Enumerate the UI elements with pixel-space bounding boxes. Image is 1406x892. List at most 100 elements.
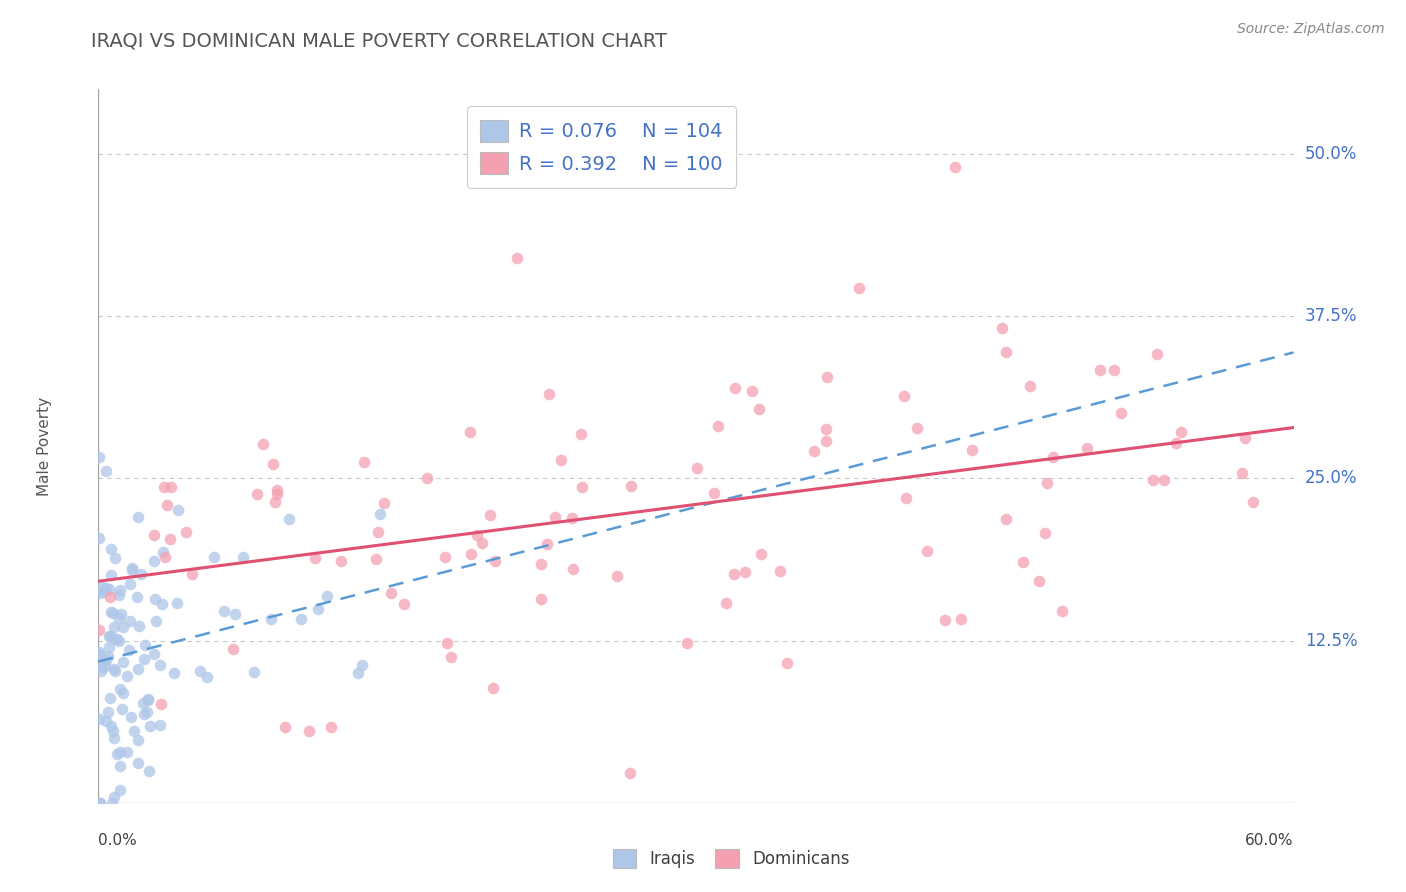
Point bbox=[89, 647, 111, 661]
Point bbox=[101, 796, 124, 810]
Point bbox=[734, 566, 756, 580]
Point bbox=[149, 658, 172, 673]
Point bbox=[1050, 604, 1073, 618]
Point bbox=[94, 714, 117, 728]
Point bbox=[94, 581, 117, 595]
Point bbox=[266, 483, 288, 497]
Point bbox=[943, 160, 966, 174]
Point bbox=[202, 550, 225, 565]
Point bbox=[163, 666, 186, 681]
Point bbox=[962, 443, 984, 458]
Point bbox=[1142, 473, 1164, 487]
Text: 37.5%: 37.5% bbox=[1305, 307, 1357, 326]
Point bbox=[108, 759, 131, 773]
Text: 25.0%: 25.0% bbox=[1305, 469, 1357, 487]
Point bbox=[89, 450, 111, 464]
Point bbox=[152, 545, 174, 559]
Point bbox=[416, 470, 439, 484]
Point bbox=[91, 580, 114, 594]
Point bbox=[815, 422, 838, 436]
Point bbox=[815, 370, 838, 384]
Point bbox=[108, 583, 131, 598]
Point bbox=[266, 487, 288, 501]
Point bbox=[436, 636, 458, 650]
Point bbox=[111, 702, 134, 716]
Point bbox=[222, 641, 245, 656]
Text: 60.0%: 60.0% bbox=[1246, 833, 1294, 848]
Point bbox=[104, 550, 127, 565]
Point bbox=[108, 588, 131, 602]
Point bbox=[127, 590, 149, 604]
Point bbox=[108, 633, 131, 648]
Point bbox=[94, 659, 117, 673]
Point bbox=[153, 550, 176, 565]
Point bbox=[101, 724, 124, 739]
Point bbox=[950, 612, 973, 626]
Point bbox=[994, 512, 1017, 526]
Point bbox=[115, 669, 138, 683]
Point bbox=[112, 686, 135, 700]
Point bbox=[97, 649, 120, 664]
Point bbox=[98, 628, 121, 642]
Point bbox=[1230, 466, 1253, 480]
Point bbox=[364, 552, 387, 566]
Point bbox=[91, 660, 114, 674]
Point bbox=[373, 496, 395, 510]
Point bbox=[94, 464, 117, 478]
Point bbox=[100, 541, 122, 556]
Point bbox=[149, 718, 172, 732]
Legend: R = 0.076    N = 104, R = 0.392    N = 100: R = 0.076 N = 104, R = 0.392 N = 100 bbox=[467, 106, 737, 188]
Point bbox=[150, 697, 173, 711]
Point bbox=[120, 577, 142, 591]
Point bbox=[1109, 406, 1132, 420]
Point bbox=[367, 525, 389, 540]
Point bbox=[103, 790, 125, 805]
Point bbox=[159, 532, 181, 546]
Point bbox=[776, 656, 799, 670]
Point bbox=[160, 480, 183, 494]
Text: 12.5%: 12.5% bbox=[1305, 632, 1357, 649]
Point bbox=[127, 662, 149, 676]
Point bbox=[142, 554, 165, 568]
Point bbox=[111, 620, 134, 634]
Point bbox=[145, 615, 167, 629]
Point bbox=[543, 509, 565, 524]
Point bbox=[769, 564, 792, 578]
Point bbox=[136, 692, 159, 706]
Point bbox=[506, 251, 529, 265]
Point bbox=[121, 561, 143, 575]
Point bbox=[482, 681, 505, 695]
Point bbox=[478, 508, 501, 522]
Point bbox=[127, 509, 149, 524]
Point bbox=[530, 558, 553, 572]
Point bbox=[290, 612, 312, 626]
Point bbox=[991, 320, 1014, 334]
Point bbox=[156, 498, 179, 512]
Point bbox=[1033, 525, 1056, 540]
Point bbox=[103, 620, 125, 634]
Point bbox=[89, 623, 111, 637]
Point bbox=[118, 643, 141, 657]
Point bbox=[132, 696, 155, 710]
Point bbox=[98, 590, 121, 604]
Point bbox=[707, 419, 730, 434]
Point bbox=[274, 720, 297, 734]
Point bbox=[917, 543, 939, 558]
Point bbox=[176, 525, 198, 540]
Point bbox=[620, 479, 643, 493]
Point bbox=[803, 444, 825, 458]
Point bbox=[352, 657, 374, 672]
Point bbox=[166, 596, 188, 610]
Point bbox=[195, 670, 218, 684]
Point bbox=[994, 345, 1017, 359]
Point bbox=[714, 596, 737, 610]
Point bbox=[1153, 473, 1175, 487]
Point bbox=[1233, 431, 1256, 445]
Point bbox=[1088, 362, 1111, 376]
Point bbox=[263, 495, 285, 509]
Point bbox=[724, 381, 747, 395]
Point bbox=[561, 510, 583, 524]
Point bbox=[107, 632, 129, 646]
Point bbox=[143, 592, 166, 607]
Point bbox=[304, 551, 326, 566]
